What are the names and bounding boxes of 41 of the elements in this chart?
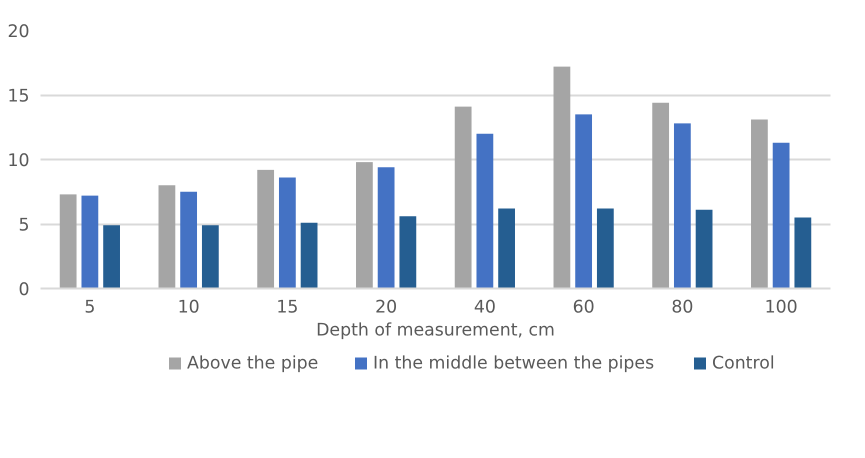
legend-label: Control — [712, 354, 775, 374]
bar — [378, 167, 395, 288]
y-tick-label: 5 — [18, 216, 30, 236]
x-tick-label: 15 — [276, 298, 298, 318]
bar — [674, 123, 691, 288]
bar — [180, 192, 198, 288]
bar — [794, 218, 812, 288]
bar — [300, 222, 318, 288]
x-tick-label: 60 — [572, 298, 595, 318]
x-tick-label: 10 — [178, 298, 200, 318]
x-tick-label: 40 — [474, 298, 496, 318]
bar — [202, 225, 219, 288]
bar — [103, 225, 120, 288]
y-tick-label: 20 — [7, 22, 30, 42]
bar — [476, 134, 494, 288]
bar — [696, 210, 712, 288]
bar — [498, 208, 515, 288]
bar — [257, 170, 274, 288]
bar — [772, 142, 790, 288]
x-tick-label: 80 — [671, 298, 694, 318]
x-tick-label: 20 — [375, 298, 398, 318]
bar — [81, 196, 98, 288]
x-tick-label: 5 — [84, 298, 96, 318]
bar — [356, 162, 373, 288]
bar — [554, 66, 570, 288]
bar — [596, 208, 614, 288]
bar — [399, 216, 416, 288]
bar — [278, 178, 296, 288]
bar — [158, 185, 176, 288]
x-tick-label: 100 — [764, 298, 798, 318]
legend-label: In the middle between the pipes — [373, 354, 654, 374]
y-tick-label: 0 — [18, 280, 30, 300]
legend-label: Above the pipe — [187, 354, 318, 374]
bar — [575, 114, 592, 288]
bar — [652, 102, 670, 288]
bar — [751, 120, 768, 288]
bar — [60, 194, 77, 288]
bar — [454, 106, 472, 288]
y-tick-label: 15 — [7, 86, 30, 106]
y-tick-label: 10 — [7, 151, 30, 171]
x-axis-title: Depth of measurement, cm — [316, 320, 555, 340]
